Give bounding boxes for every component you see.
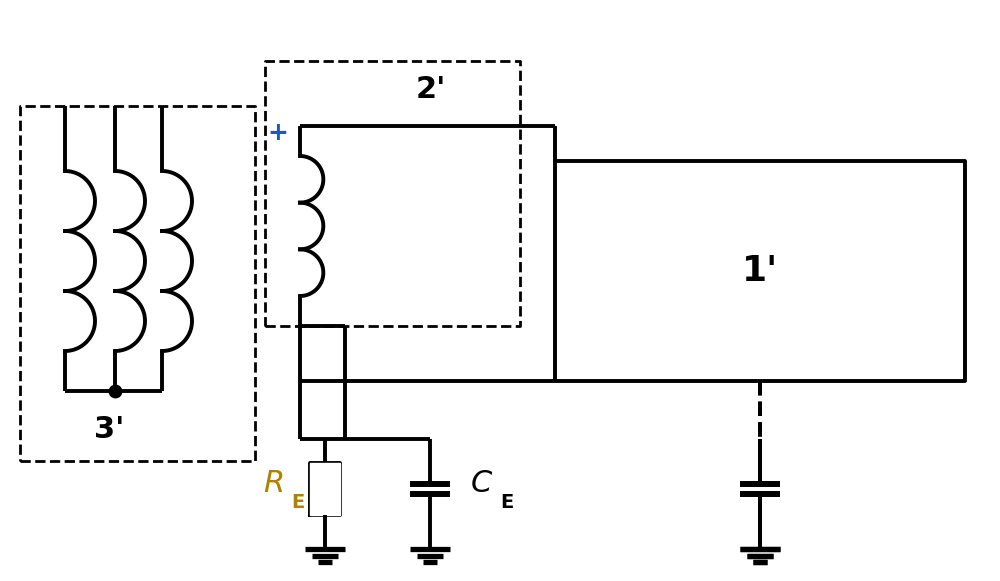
Polygon shape bbox=[310, 463, 340, 515]
Text: 1': 1' bbox=[742, 254, 778, 288]
Text: $\mathbf{\mathit{R}}$: $\mathbf{\mathit{R}}$ bbox=[263, 469, 283, 498]
Text: $\mathbf{\mathit{C}}$: $\mathbf{\mathit{C}}$ bbox=[470, 469, 494, 498]
Text: $\mathbf{E}$: $\mathbf{E}$ bbox=[291, 493, 305, 511]
Text: +: + bbox=[268, 121, 288, 145]
Text: 3': 3' bbox=[94, 414, 124, 443]
Text: 2': 2' bbox=[416, 74, 446, 103]
Text: $\mathbf{E}$: $\mathbf{E}$ bbox=[500, 493, 514, 511]
